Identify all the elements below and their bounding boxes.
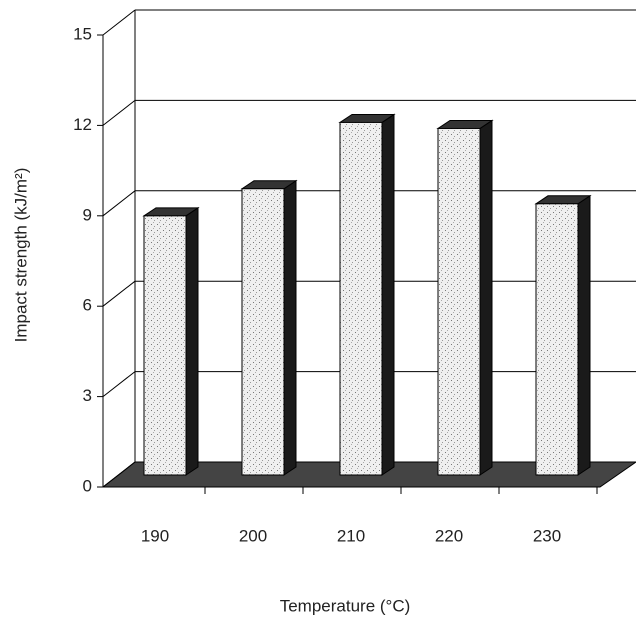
grid-line [102, 9, 136, 36]
y-tick-label: 0 [83, 476, 92, 495]
x-tick-label: 210 [337, 526, 365, 545]
x-tick-label: 190 [141, 526, 169, 545]
bar [339, 121, 383, 476]
bar [143, 215, 187, 476]
bar [437, 127, 481, 476]
grid-line [102, 461, 136, 488]
bar-side [185, 206, 199, 476]
bar-side [479, 119, 493, 476]
y-tick-label: 3 [83, 386, 92, 405]
grid-line [102, 371, 136, 397]
x-tick-label: 220 [435, 526, 463, 545]
bar [535, 203, 579, 476]
x-tick-label: 230 [533, 526, 561, 545]
bar-side [283, 179, 297, 476]
x-axis-title: Temperature (°C) [280, 596, 411, 615]
grid-line [102, 190, 136, 217]
bar-side [381, 113, 395, 476]
y-tick-label: 6 [83, 296, 92, 315]
y-tick-label: 9 [83, 205, 92, 224]
bar [241, 188, 285, 476]
bar-side [577, 194, 591, 476]
y-axis-title: Impact strength (kJ/m²) [11, 168, 30, 343]
y-tick-label: 15 [73, 24, 92, 43]
x-tick-label: 200 [239, 526, 267, 545]
grid-line [102, 280, 136, 307]
y-tick-label: 12 [73, 115, 92, 134]
grid-line [102, 100, 136, 126]
